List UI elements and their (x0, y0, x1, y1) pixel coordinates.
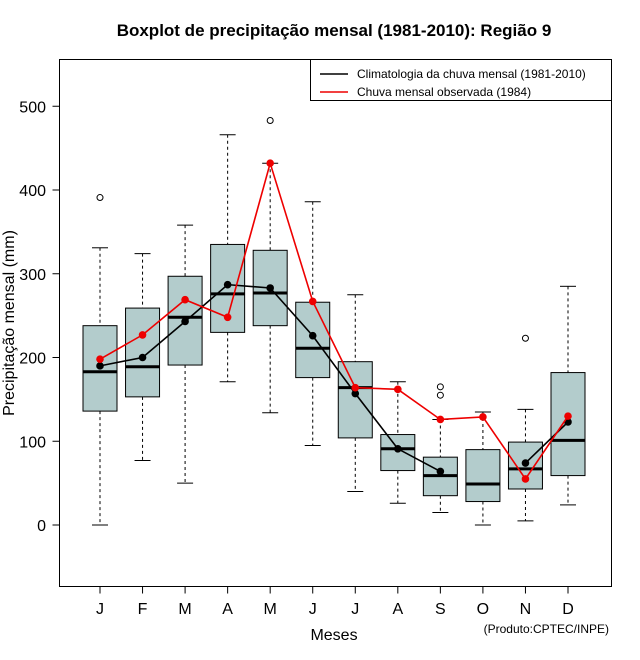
box-8 (380, 381, 416, 504)
box-3 (167, 224, 203, 484)
box-11 (507, 334, 543, 522)
x-tick-label: S (435, 601, 446, 618)
series-point (223, 280, 232, 289)
y-tick-label: 200 (19, 351, 46, 368)
y-tick-label: 100 (19, 434, 46, 451)
x-tick-label: A (392, 601, 403, 618)
box-9 (422, 383, 458, 513)
box-10 (465, 411, 501, 526)
series-point (394, 385, 402, 394)
series-point (138, 331, 147, 339)
iqr-box (380, 434, 416, 472)
x-tick-label: O (477, 601, 489, 618)
series-observed (96, 159, 572, 483)
x-tick-label: F (138, 601, 148, 618)
y-axis: 0 100 200 300 400 500 (19, 99, 60, 535)
series-point (181, 317, 189, 326)
outlier-point (436, 391, 444, 399)
series-line (99, 160, 569, 481)
box-7 (337, 294, 373, 492)
series-point (521, 475, 530, 483)
series-point (96, 355, 104, 363)
outlier-point (266, 116, 274, 124)
chart-title: Boxplot de precipitação mensal (1981-201… (117, 21, 552, 40)
legend-label-climatology: Climatologia da chuva mensal (1981-2010) (357, 67, 586, 81)
y-tick-label: 400 (19, 183, 46, 200)
box-12 (550, 285, 586, 506)
credit-text: (Produto:CPTEC/INPE) (484, 622, 609, 636)
series-point (436, 415, 445, 424)
series-point (138, 353, 147, 362)
y-tick-label: 0 (37, 518, 46, 535)
iqr-box (465, 449, 501, 503)
series-point (308, 331, 317, 340)
x-tick-label: D (562, 601, 574, 618)
series-point (266, 159, 274, 167)
series-point (223, 313, 232, 322)
iqr-box (337, 361, 373, 439)
series-climatology (96, 280, 572, 476)
legend-label-observed: Chuva mensal observada (1984) (357, 85, 531, 99)
series-point (351, 389, 360, 398)
box-4 (210, 134, 246, 383)
box-2 (125, 253, 161, 462)
iqr-box (125, 307, 161, 398)
legend: Climatologia da chuva mensal (1981-2010)… (310, 59, 612, 101)
series-point (394, 444, 402, 453)
iqr-box (295, 301, 331, 379)
x-tick-label: N (520, 601, 532, 618)
box-5 (252, 116, 288, 414)
series-point (564, 412, 572, 420)
series-point (436, 467, 445, 476)
outlier-point (96, 194, 104, 202)
y-axis-label: Precipitação mensal (mm) (1, 230, 18, 416)
series-point (96, 362, 104, 370)
box-6 (295, 201, 331, 446)
outlier-point (521, 334, 529, 342)
x-tick-label: M (178, 601, 191, 618)
series-point (521, 459, 530, 467)
boxes (82, 116, 586, 526)
outlier-point (436, 383, 444, 391)
series-point (351, 383, 360, 392)
x-tick-label: J (309, 601, 317, 618)
x-tick-label: M (264, 601, 277, 618)
x-axis-label: Meses (310, 627, 357, 644)
y-tick-label: 300 (19, 267, 46, 284)
x-tick-label: A (222, 601, 233, 618)
series-point (181, 295, 189, 304)
legend-box (310, 59, 612, 101)
series-point (266, 284, 274, 292)
y-tick-label: 500 (19, 99, 46, 116)
series-point (479, 413, 487, 421)
series-lines (96, 159, 572, 483)
x-tick-label: J (351, 601, 359, 618)
series-point (308, 297, 317, 306)
x-tick-label: J (96, 601, 104, 618)
